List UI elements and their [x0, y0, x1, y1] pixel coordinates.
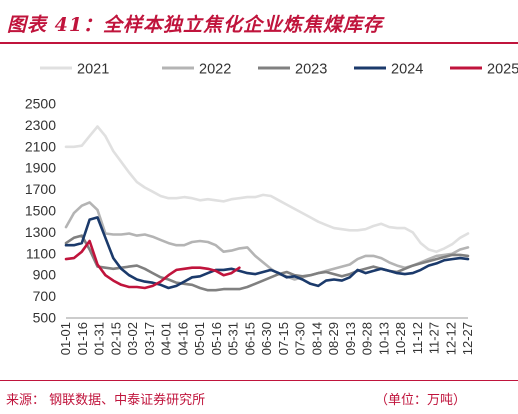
x-tick-label: 06-30 [259, 322, 274, 355]
x-tick-label: 06-15 [242, 322, 257, 355]
series-line-2024 [64, 216, 470, 290]
y-tick-label: 2500 [25, 96, 56, 112]
plot-area [64, 125, 470, 292]
y-tick-label: 1700 [25, 181, 56, 197]
y-tick-label: 1900 [25, 160, 56, 176]
x-tick-label: 12-27 [460, 322, 475, 355]
y-tick-label: 700 [33, 288, 57, 304]
x-tick-label: 05-31 [226, 322, 241, 355]
x-tick-label: 08-14 [309, 322, 324, 355]
x-tick-label: 01-31 [92, 322, 107, 355]
x-tick-label: 07-30 [293, 322, 308, 355]
series-line-2021 [64, 125, 470, 253]
x-tick-label: 03-17 [142, 322, 157, 355]
source-divider [0, 380, 518, 381]
y-tick-label: 2100 [25, 138, 56, 154]
source-note: 来源： 钢联数据、中泰证券研究所 [6, 393, 206, 408]
chart-legend: 2021 2022 2023 2024 2025 [40, 62, 518, 78]
x-tick-label: 09-28 [360, 322, 375, 355]
x-tick-label: 11-27 [427, 322, 442, 354]
x-tick-label: 05-16 [209, 322, 224, 355]
y-tick-label: 900 [33, 267, 57, 283]
title-bar: 图表 41：全样本独立焦化企业炼焦煤库存 [0, 0, 518, 44]
unit-note: （单位：万吨） [374, 393, 466, 408]
x-tick-label: 09-13 [343, 322, 358, 355]
legend-label-2024: 2024 [391, 62, 423, 78]
x-tick-label: 02-15 [108, 322, 123, 355]
series-line-2023 [64, 234, 470, 292]
y-tick-label: 2300 [25, 117, 56, 133]
y-tick-label: 1100 [26, 245, 56, 261]
x-tick-label: 10-28 [393, 322, 408, 355]
x-tick-label: 05-01 [192, 322, 207, 355]
x-tick-label: 01-01 [58, 322, 73, 355]
x-tick-label: 10-13 [376, 322, 391, 355]
legend-label-2025: 2025 [487, 62, 518, 78]
x-tick-label: 04-16 [175, 322, 190, 355]
legend-label-2022: 2022 [199, 62, 231, 78]
legend-label-2021: 2021 [77, 62, 109, 78]
series-line-2025 [64, 239, 241, 290]
x-tick-label: 12-12 [443, 322, 458, 355]
y-tick-label: 1300 [25, 224, 56, 240]
series-line-2022 [64, 201, 470, 281]
x-tick-label: 11-12 [410, 322, 425, 354]
legend-label-2023: 2023 [295, 62, 327, 78]
y-axis: 500 700 900 1100 1300 1500 1700 1900 2100 2300 250… [25, 96, 56, 326]
chart-title: 图表 41：全样本独立焦化企业炼焦煤库存 [7, 14, 384, 36]
x-tick-label: 01-16 [75, 322, 90, 355]
line-chart: 2021 2022 2023 2024 2025 500 700 900 1100 1300 15… [25, 62, 518, 356]
x-tick-label: 08-29 [326, 322, 341, 355]
x-axis: 01-01 01-16 01-31 02-15 03-02 03-17 04-01 04-16… [58, 317, 475, 355]
x-tick-label: 07-15 [276, 322, 291, 355]
title-divider [0, 42, 518, 44]
y-tick-label: 1500 [25, 203, 56, 219]
y-tick-label: 500 [33, 310, 57, 326]
x-tick-label: 04-01 [159, 322, 174, 355]
x-tick-label: 03-02 [125, 322, 140, 355]
